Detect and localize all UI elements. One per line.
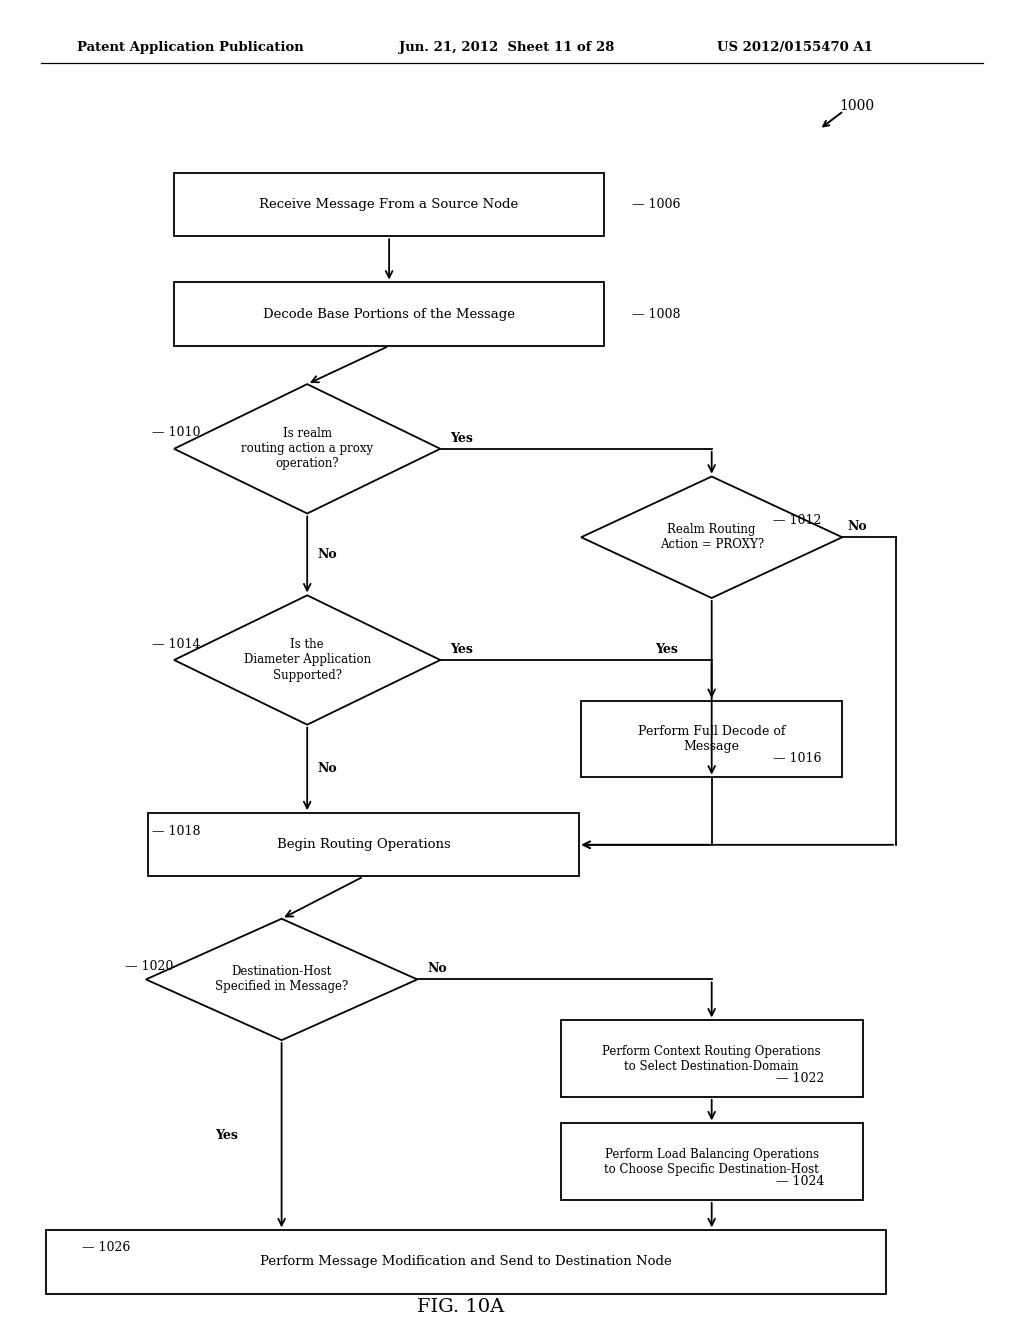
Text: Perform Full Decode of
Message: Perform Full Decode of Message: [638, 725, 785, 754]
Text: — 1014: — 1014: [152, 638, 200, 651]
Polygon shape: [581, 477, 842, 598]
Text: — 1020: — 1020: [125, 960, 173, 973]
Text: — 1006: — 1006: [632, 198, 680, 211]
FancyBboxPatch shape: [46, 1230, 886, 1294]
Text: No: No: [317, 763, 337, 775]
Text: — 1018: — 1018: [152, 825, 200, 838]
FancyBboxPatch shape: [581, 701, 842, 777]
Text: — 1012: — 1012: [773, 513, 821, 527]
Polygon shape: [146, 919, 418, 1040]
Text: Destination-Host
Specified in Message?: Destination-Host Specified in Message?: [215, 965, 348, 994]
Text: Perform Message Modification and Send to Destination Node: Perform Message Modification and Send to…: [260, 1255, 672, 1269]
Text: — 1024: — 1024: [776, 1175, 824, 1188]
Text: — 1022: — 1022: [776, 1072, 824, 1085]
Polygon shape: [174, 384, 440, 513]
Text: Is the
Diameter Application
Supported?: Is the Diameter Application Supported?: [244, 639, 371, 681]
Text: Begin Routing Operations: Begin Routing Operations: [276, 838, 451, 851]
FancyBboxPatch shape: [148, 813, 579, 876]
Text: Decode Base Portions of the Message: Decode Base Portions of the Message: [263, 308, 515, 321]
FancyBboxPatch shape: [174, 282, 604, 346]
Text: — 1026: — 1026: [82, 1241, 130, 1254]
FancyBboxPatch shape: [561, 1123, 862, 1200]
Text: — 1016: — 1016: [773, 752, 821, 766]
Text: Receive Message From a Source Node: Receive Message From a Source Node: [259, 198, 519, 211]
Text: No: No: [428, 962, 447, 975]
Polygon shape: [174, 595, 440, 725]
Text: 1000: 1000: [840, 99, 874, 112]
Text: Patent Application Publication: Patent Application Publication: [77, 41, 303, 54]
FancyBboxPatch shape: [561, 1020, 862, 1097]
Text: Perform Load Balancing Operations
to Choose Specific Destination-Host: Perform Load Balancing Operations to Cho…: [604, 1147, 819, 1176]
Text: Jun. 21, 2012  Sheet 11 of 28: Jun. 21, 2012 Sheet 11 of 28: [399, 41, 614, 54]
Text: — 1010: — 1010: [152, 426, 200, 440]
Text: No: No: [848, 520, 867, 533]
Text: FIG. 10A: FIG. 10A: [417, 1298, 505, 1316]
Text: Perform Context Routing Operations
to Select Destination-Domain: Perform Context Routing Operations to Se…: [602, 1044, 821, 1073]
Text: Yes: Yes: [655, 643, 678, 656]
Text: Realm Routing
Action = PROXY?: Realm Routing Action = PROXY?: [659, 523, 764, 552]
Text: No: No: [317, 548, 337, 561]
FancyBboxPatch shape: [174, 173, 604, 236]
Text: Is realm
routing action a proxy
operation?: Is realm routing action a proxy operatio…: [241, 428, 374, 470]
Text: Yes: Yes: [215, 1129, 238, 1142]
Text: US 2012/0155470 A1: US 2012/0155470 A1: [717, 41, 872, 54]
Text: Yes: Yes: [451, 432, 473, 445]
Text: Yes: Yes: [451, 643, 473, 656]
Text: — 1008: — 1008: [632, 308, 680, 321]
